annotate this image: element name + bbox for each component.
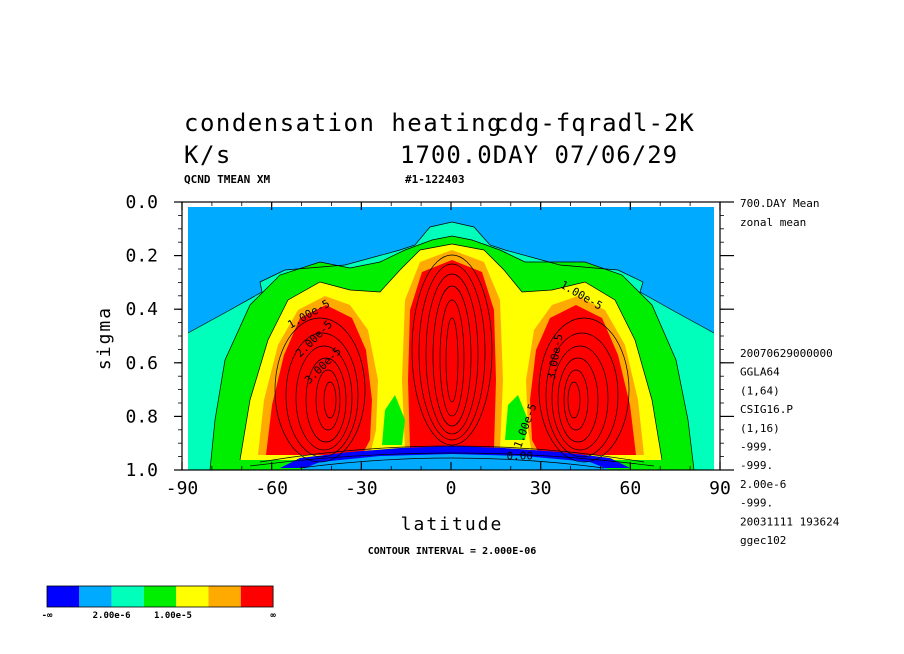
y-axis-label: sigma xyxy=(94,306,115,370)
side-info-line: (1,16) xyxy=(740,422,780,435)
x-tick-label: 90 xyxy=(709,478,731,499)
contour-line xyxy=(439,299,465,417)
colorbar-label: -∞ xyxy=(42,611,53,621)
side-info-line: 20031111 193624 xyxy=(740,515,840,528)
x-tick-label: 60 xyxy=(619,478,641,499)
contour-level-red-equator xyxy=(408,260,496,448)
colorbar: -∞ 2.00e-6 1.00e-5 ∞ xyxy=(42,585,276,621)
y-tick-label: 0.2 xyxy=(125,246,158,267)
contour-line xyxy=(538,317,630,463)
x-axis-label: latitude xyxy=(401,514,504,535)
contour-level-green xyxy=(505,395,528,440)
side-info-line: -999. xyxy=(740,459,773,472)
contour-label: 0.00 xyxy=(506,449,533,462)
contour-level-green xyxy=(382,395,405,445)
x-tick-label: -60 xyxy=(255,478,288,499)
colorbar-frame xyxy=(46,585,274,608)
contour-line xyxy=(249,452,655,467)
side-info-line: (1,64) xyxy=(740,384,780,397)
record-id: #1-122403 xyxy=(405,173,465,186)
y-tick-label: 0.6 xyxy=(125,353,158,374)
contour-line xyxy=(285,332,359,458)
colorbar-swatch xyxy=(111,586,144,607)
contour-lines xyxy=(187,221,715,470)
side-info-line: -999. xyxy=(740,441,773,454)
side-info-line: -999. xyxy=(740,497,773,510)
y-tick-label: 0.4 xyxy=(125,299,158,320)
plot-area: 1.00e-52.00e-53.00e-51.00e-53.00e-51.00e… xyxy=(182,202,720,470)
y-axis: 0.0 0.2 0.4 0.6 0.8 1.0 xyxy=(125,192,734,481)
contour-line xyxy=(418,263,486,441)
contour-line xyxy=(411,254,493,446)
contour-line xyxy=(305,357,347,443)
y-tick-label: 0.0 xyxy=(125,192,158,213)
contour-line xyxy=(551,345,609,451)
x-axis: -90 -60 -30 0 30 60 90 xyxy=(166,202,731,499)
contour-line xyxy=(323,381,337,419)
side-info-line: 2.00e-6 xyxy=(740,478,786,491)
variable-code: QCND TMEAN XM xyxy=(184,173,270,186)
contour-line xyxy=(274,317,366,463)
colorbar-swatch xyxy=(143,586,177,607)
x-tick-label: 0 xyxy=(446,478,457,499)
contour-line xyxy=(299,457,605,469)
contour-interval: CONTOUR INTERVAL = 2.000E-06 xyxy=(368,546,537,557)
colorbar-label: ∞ xyxy=(270,611,276,621)
contour-level-red-north xyxy=(530,305,636,455)
side-info-line: ggec102 xyxy=(740,534,786,547)
x-tick-label: 30 xyxy=(530,478,552,499)
contour-line xyxy=(239,243,663,461)
colorbar-swatch xyxy=(208,586,241,607)
contour-line xyxy=(557,357,599,443)
contour-line xyxy=(445,317,459,403)
contour-line xyxy=(425,273,479,435)
y-tick-label: 0.8 xyxy=(125,406,158,427)
units-label: K/s xyxy=(184,141,232,169)
time-stamp: 1700.0DAY 07/06/29 xyxy=(400,141,678,169)
x-tick-label: -90 xyxy=(166,478,199,499)
contour-line xyxy=(259,445,645,463)
colorbar-swatch xyxy=(47,586,80,607)
contour-line xyxy=(432,285,472,427)
y-tick-label: 1.0 xyxy=(125,460,158,481)
chart-title: condensation heating xyxy=(184,109,503,137)
side-info-line: zonal mean xyxy=(740,216,806,229)
contour-line xyxy=(563,369,589,431)
contour-line xyxy=(567,381,581,419)
colorbar-swatch xyxy=(240,586,274,607)
side-info-line: GGLA64 xyxy=(740,366,780,379)
x-tick-label: -30 xyxy=(345,478,378,499)
side-info: 700.DAY Mean zonal mean 20070629000000 GGLA… xyxy=(740,197,840,547)
contour-line xyxy=(295,345,353,451)
colorbar-swatch xyxy=(176,586,209,607)
contour-line xyxy=(545,332,619,458)
side-info-line: CSIG16.P xyxy=(740,403,793,416)
contour-level-lightblue-surface xyxy=(300,454,610,470)
colorbar-label: 2.00e-6 xyxy=(93,611,131,621)
run-name: cdg-fqradl-2K xyxy=(494,109,695,137)
contour-line xyxy=(209,235,695,470)
colorbar-swatch xyxy=(79,586,112,607)
contour-line xyxy=(187,221,715,334)
colorbar-label: 1.00e-5 xyxy=(154,611,192,621)
side-info-line: 700.DAY Mean xyxy=(740,197,819,210)
side-info-line: 20070629000000 xyxy=(740,347,833,360)
contour-line xyxy=(315,369,341,431)
